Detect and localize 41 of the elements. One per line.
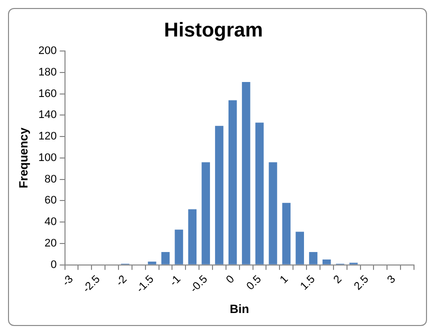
bar (188, 209, 197, 264)
x-tick-label: 0.5 (244, 273, 264, 293)
bar (161, 252, 170, 264)
y-tick-label: 180 (38, 66, 57, 78)
x-tick-label: -1.5 (134, 273, 156, 296)
chart-title: Histogram (164, 20, 263, 42)
bar (174, 230, 184, 264)
bar (215, 126, 224, 264)
bar (322, 260, 331, 264)
y-tick-label: 40 (44, 216, 57, 228)
bar (228, 100, 237, 264)
bar (282, 202, 291, 264)
bar (296, 232, 304, 264)
y-tick-label: 140 (38, 109, 57, 122)
bar (255, 122, 264, 264)
bar (268, 162, 278, 264)
x-tick-label: -1 (168, 273, 184, 289)
y-tick-label: 200 (38, 45, 57, 58)
y-tick-label: 100 (38, 152, 57, 164)
x-tick-label: -3 (60, 273, 76, 289)
y-tick-label: 0 (50, 258, 57, 271)
x-tick-label: 0 (224, 273, 237, 286)
x-tick-label: 2 (332, 273, 344, 286)
x-tick-label: 1 (278, 273, 291, 286)
x-tick-label: 3 (385, 273, 398, 286)
x-tick-label: -2 (114, 273, 130, 289)
bar (242, 82, 250, 264)
y-axis-title: Frequency (16, 127, 31, 188)
y-tick-label: 80 (44, 173, 57, 186)
x-tick-label: -2.5 (80, 273, 103, 296)
x-tick-label: 2.5 (352, 273, 372, 293)
y-tick-label: 60 (44, 194, 57, 207)
x-axis-title: Bin (230, 302, 250, 316)
bar (148, 262, 156, 264)
y-tick-label: 20 (44, 238, 57, 250)
bar (309, 252, 318, 264)
bar (202, 162, 210, 264)
y-tick-label: 160 (38, 88, 57, 100)
x-tick-label: 1.5 (298, 273, 318, 293)
x-tick-label: -0.5 (188, 273, 210, 296)
y-tick-label: 120 (38, 130, 57, 143)
